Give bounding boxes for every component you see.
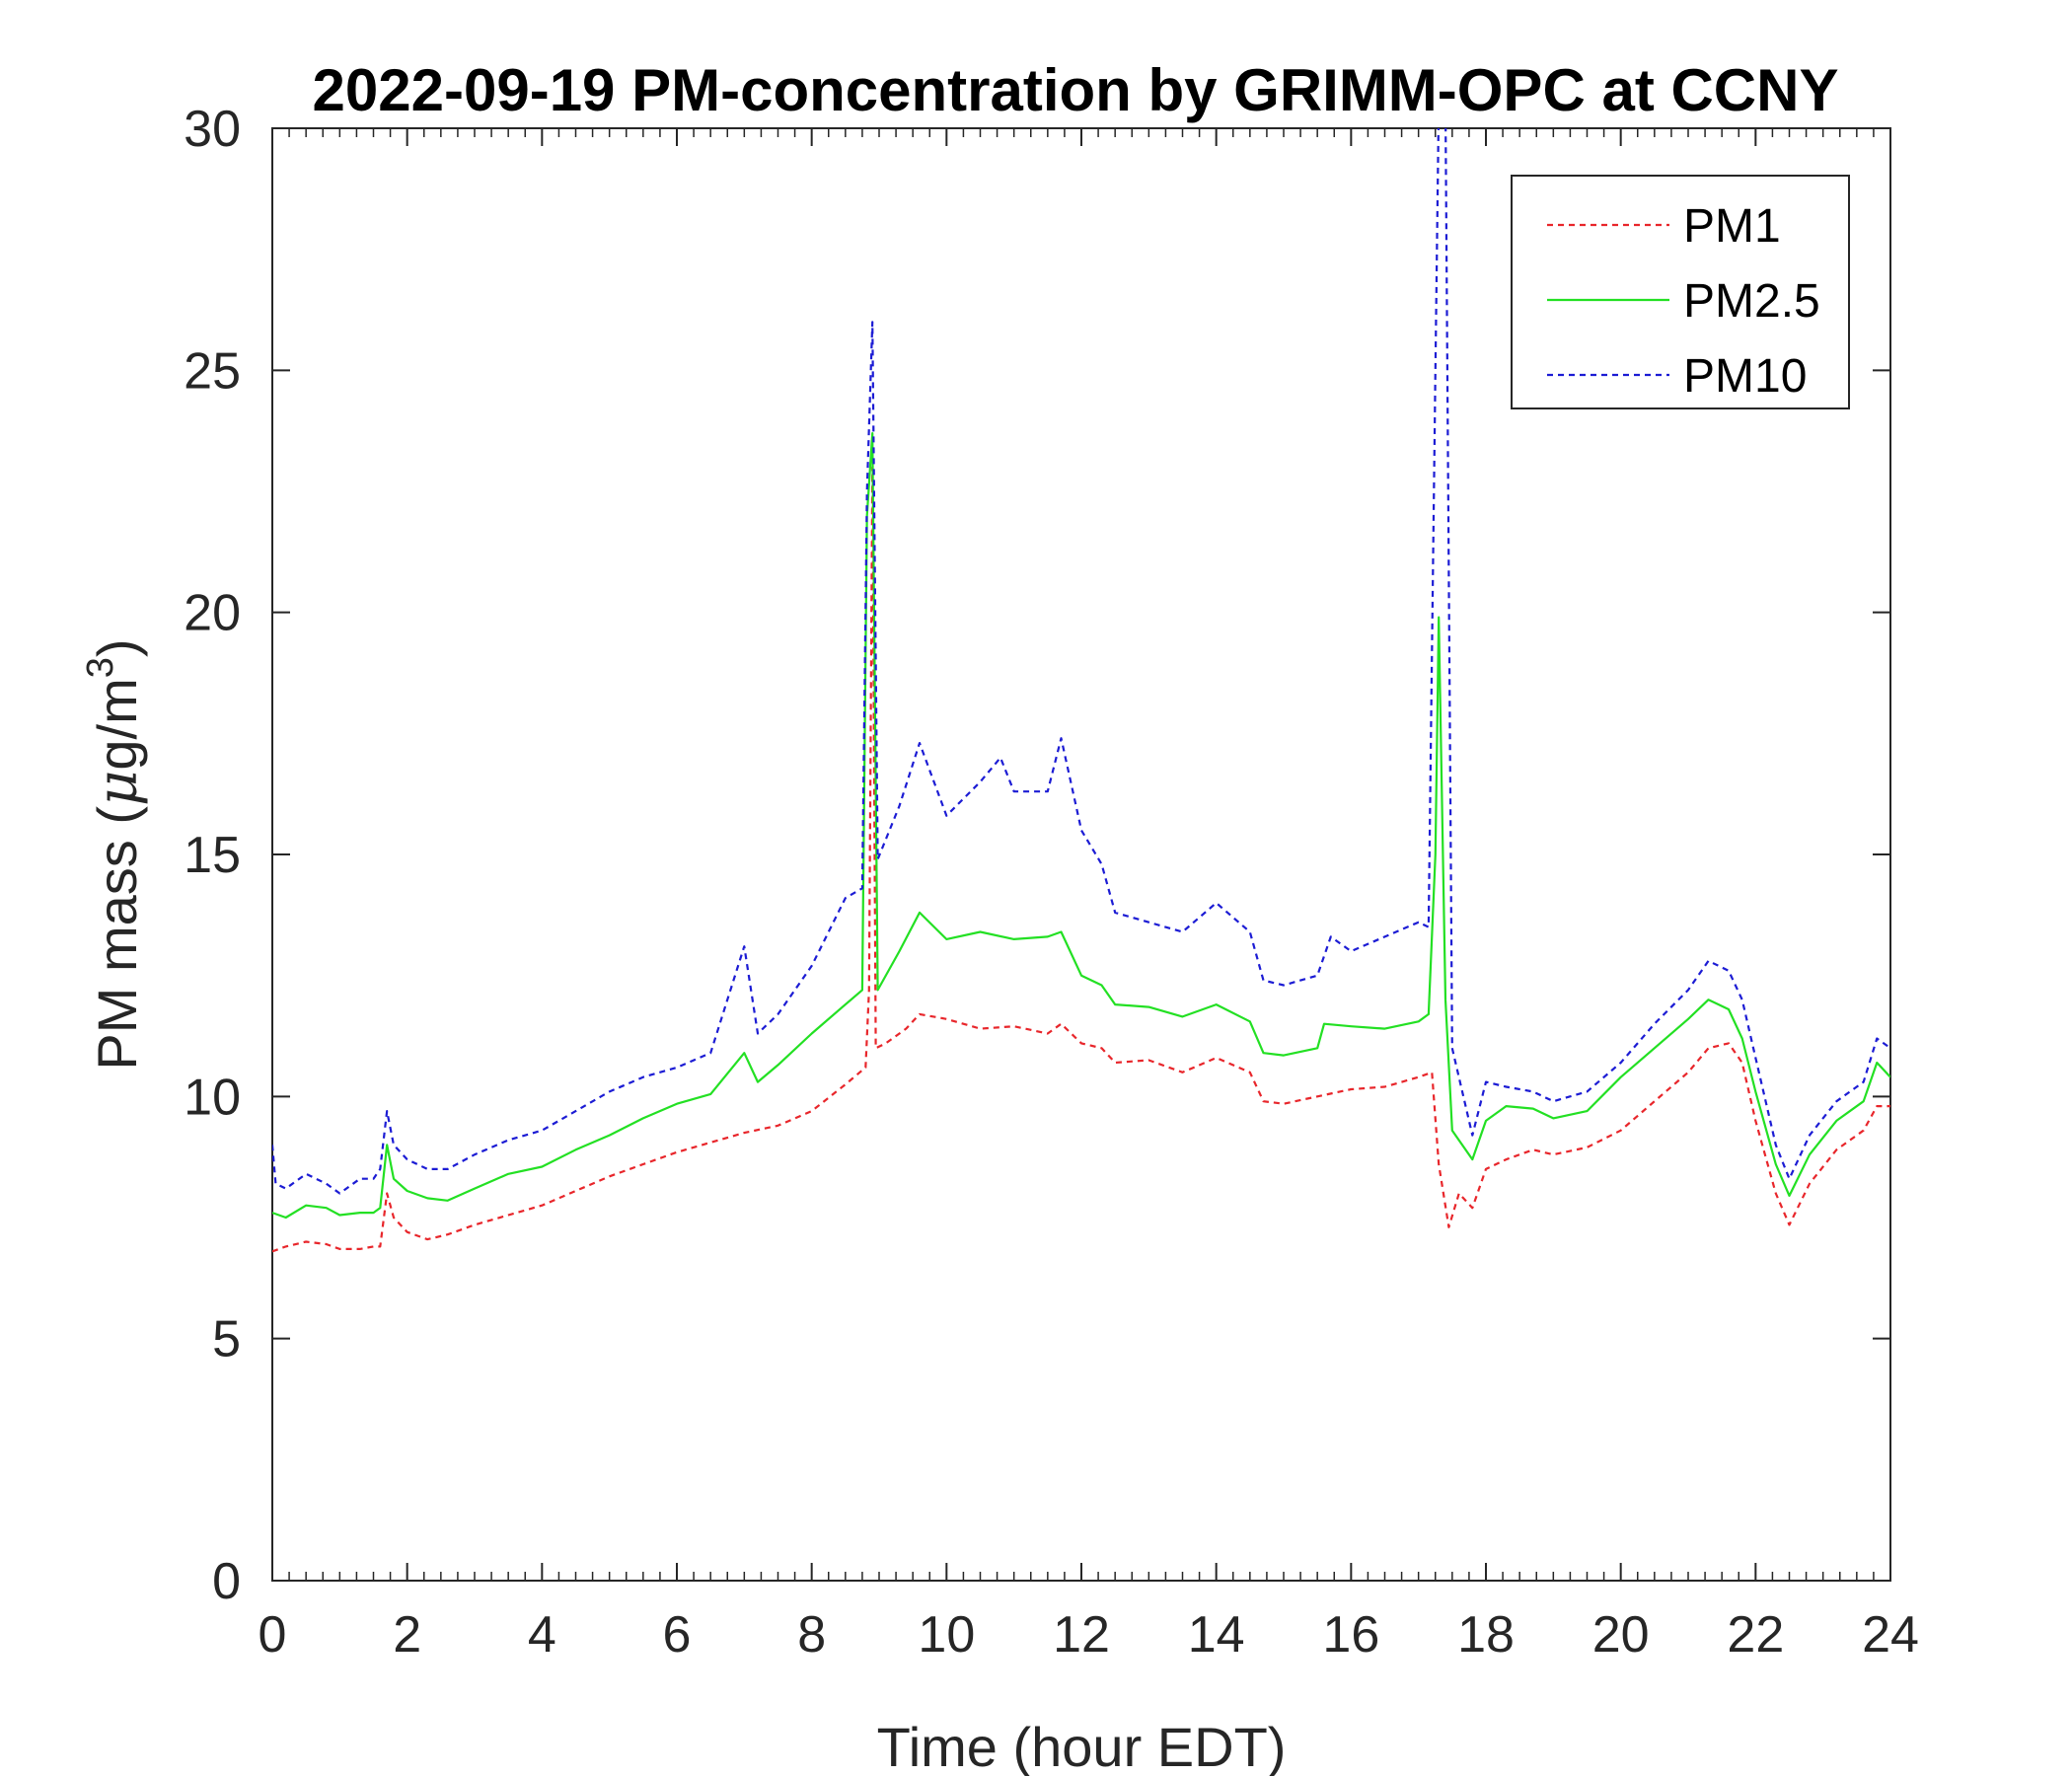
legend: PM1 PM2.5 PM10 <box>1511 175 1850 409</box>
legend-box <box>1511 175 1850 409</box>
minor-ticks <box>288 128 1875 1581</box>
x-tick-label: 20 <box>1592 1606 1650 1664</box>
y-tick-label: 25 <box>184 342 241 400</box>
y-axis-label-prefix: PM mass ( <box>86 806 148 1071</box>
y-axis-label-mu: μ <box>86 771 150 806</box>
legend-label: PM2.5 <box>1683 275 1820 328</box>
x-tick-label: 24 <box>1862 1606 1919 1664</box>
chart-title: 2022-09-19 PM-concentration by GRIMM-OPC… <box>313 57 1839 123</box>
y-tick-label: 15 <box>184 827 241 884</box>
y-tick-labels: 0 5 10 15 20 25 30 <box>184 101 241 1610</box>
x-tick-label: 8 <box>797 1606 826 1664</box>
x-tick-label: 4 <box>528 1606 556 1664</box>
y-axis-label: PM mass (μg/m3) <box>80 638 150 1070</box>
series-layer <box>272 128 1890 1253</box>
major-ticks <box>271 127 1891 1582</box>
x-axis-label: Time (hour EDT) <box>877 1716 1287 1776</box>
y-tick-label: 10 <box>184 1069 241 1126</box>
series-line-pm10 <box>272 128 1890 1195</box>
series-line-pm25 <box>272 432 1890 1220</box>
y-tick-label: 5 <box>212 1311 241 1369</box>
y-tick-label: 30 <box>184 101 241 158</box>
legend-label: PM1 <box>1683 200 1781 253</box>
x-tick-label: 14 <box>1188 1606 1245 1664</box>
x-tick-label: 2 <box>393 1606 421 1664</box>
x-tick-label: 0 <box>259 1606 287 1664</box>
x-tick-label: 6 <box>663 1606 692 1664</box>
y-axis-label-suffix: ) <box>86 638 148 657</box>
y-tick-label: 0 <box>212 1553 241 1610</box>
x-tick-label: 16 <box>1322 1606 1379 1664</box>
x-tick-label: 22 <box>1727 1606 1784 1664</box>
x-tick-label: 10 <box>918 1606 975 1664</box>
y-axis-label-superscript: 3 <box>80 657 121 678</box>
x-tick-label: 18 <box>1457 1606 1515 1664</box>
x-tick-label: 12 <box>1053 1606 1110 1664</box>
y-axis-label-unit: g/m <box>86 678 148 770</box>
x-tick-labels: 0 2 4 6 8 10 12 14 16 18 20 22 24 <box>259 1606 1919 1664</box>
legend-label: PM10 <box>1683 350 1807 403</box>
y-tick-label: 20 <box>184 585 241 642</box>
